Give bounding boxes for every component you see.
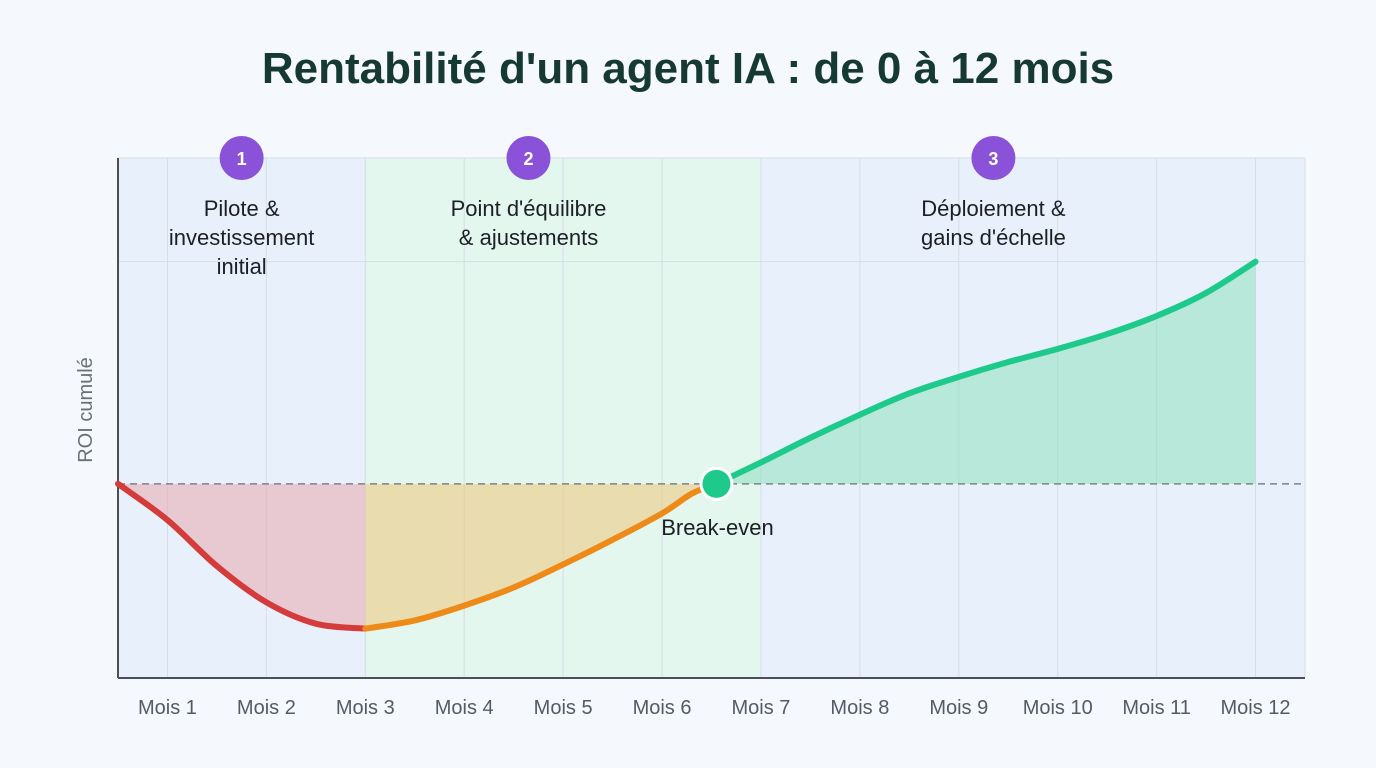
x-tick-label: Mois 6 [633,697,692,719]
break-even-dot [702,469,731,498]
phase-title-line: Déploiement & [921,196,1066,221]
phase-title-line: Point d'équilibre [451,196,607,221]
phase-title-line: gains d'échelle [921,225,1066,250]
area-fill-1 [118,483,366,629]
phase-title-line: Pilote & [204,196,280,221]
area-fill-2 [365,483,717,629]
phase-badge-3 [971,136,1016,180]
area-fill-3 [716,261,1256,484]
chart-title: Rentabilité d'un agent IA : de 0 à 12 mo… [261,44,1115,93]
break-even-label: Break-even [661,515,774,540]
phase-badge-number: 3 [988,149,998,169]
area-fills [118,261,1256,629]
x-tick-label: Mois 3 [336,697,395,719]
phase-bands [118,158,1305,678]
roi-line-pilot [115,480,369,632]
x-tick-label: Mois 12 [1221,697,1291,719]
labels: Break-even Mois 1 Mois 2 Mois 3 Mois 4 Mois 5… [75,136,1291,719]
phase-title-line: investissement [169,225,315,250]
phase-title-line: & ajustements [459,225,598,250]
phase-badge-2 [506,136,551,180]
x-tick-label: Mois 9 [929,697,988,719]
x-tick-label: Mois 4 [435,697,494,719]
x-tick-label: Mois 5 [534,697,593,719]
roi-lines [115,258,1259,632]
phase-title-line: initial [217,254,267,279]
phase-badge-number: 1 [237,149,247,169]
phase-badge-1 [219,136,264,180]
axes [117,158,1305,679]
x-tick-label: Mois 2 [237,697,296,719]
break-even-marker [699,466,734,501]
x-tick-label: Mois 10 [1023,697,1093,719]
x-tick-label: Mois 7 [732,697,791,719]
x-tick-label: Mois 11 [1122,697,1191,719]
phase-badge-number: 2 [523,149,533,169]
roi-line-deployment [713,258,1259,487]
roi-line-equilibrium [362,480,720,632]
x-tick-label: Mois 8 [830,697,889,719]
x-tick-label: Mois 1 [138,697,197,719]
y-axis-label: ROI cumulé [75,357,97,463]
